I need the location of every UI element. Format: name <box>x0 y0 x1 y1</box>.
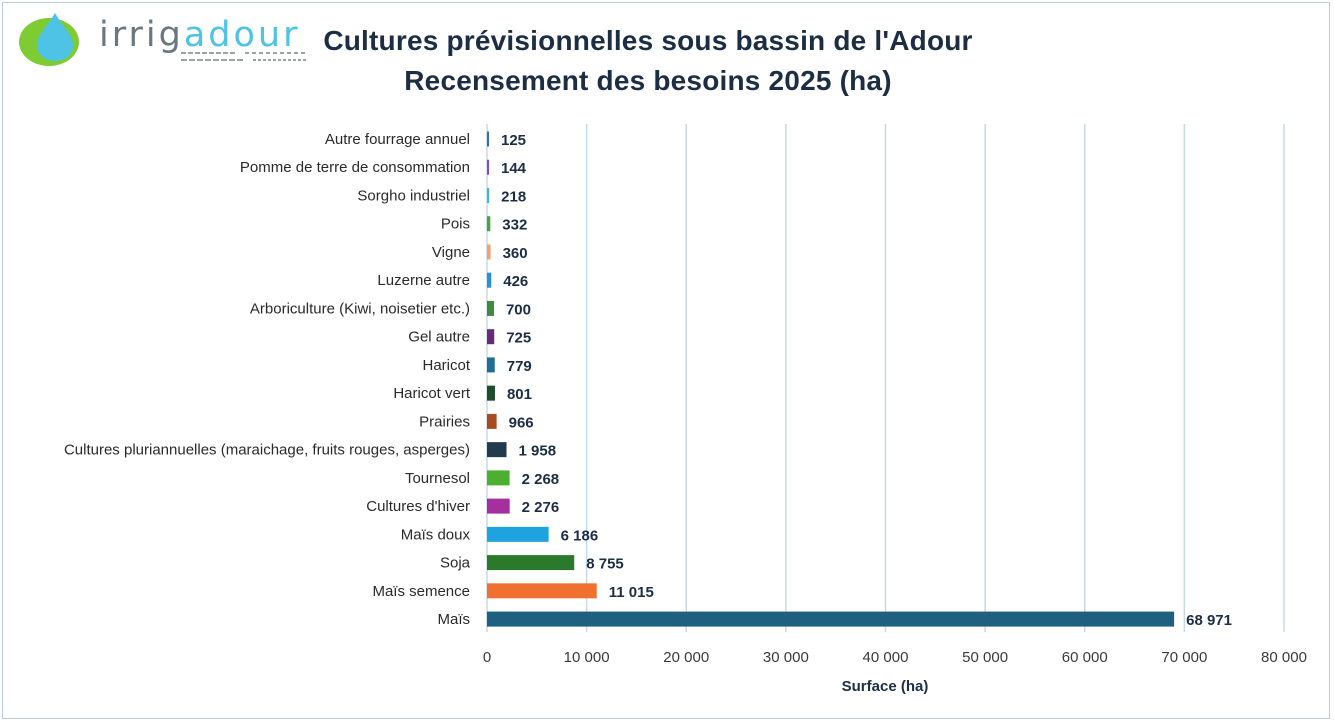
x-tick-label-4: 40 000 <box>863 649 909 666</box>
category-label-13: Cultures d'hiver <box>366 498 470 515</box>
value-label-2: 218 <box>501 188 526 205</box>
logo-tagline-graphic <box>181 52 307 61</box>
category-label-9: Haricot vert <box>393 385 471 402</box>
bar-7 <box>487 329 495 345</box>
bar-6 <box>487 300 494 316</box>
value-label-16: 11 015 <box>609 584 654 601</box>
category-label-1: Pomme de terre de consommation <box>240 159 470 176</box>
category-label-10: Prairies <box>419 413 470 430</box>
logo-wordmark-part2: adour <box>183 15 301 55</box>
category-label-15: Soja <box>440 555 471 572</box>
bar-0 <box>487 131 489 147</box>
category-label-0: Autre fourrage annuel <box>325 131 470 148</box>
value-label-7: 725 <box>506 330 531 347</box>
chart-title-line2: Recensement des besoins 2025 (ha) <box>404 65 892 96</box>
category-label-7: Gel autre <box>408 329 470 346</box>
bar-5 <box>487 272 492 288</box>
x-axis-label: Surface (ha) <box>842 678 929 695</box>
value-label-9: 801 <box>507 386 532 403</box>
value-label-12: 2 268 <box>522 471 560 488</box>
bar-13 <box>487 498 510 514</box>
category-label-11: Cultures pluriannuelles (maraichage, fru… <box>64 442 470 459</box>
value-label-14: 6 186 <box>561 527 599 544</box>
chart-title: Cultures prévisionnelles sous bassin de … <box>303 21 993 101</box>
category-label-3: Pois <box>441 216 470 233</box>
irrigadour-logo: irrigadour <box>17 9 307 69</box>
category-label-4: Vigne <box>432 244 470 261</box>
x-tick-label-6: 60 000 <box>1062 649 1108 666</box>
value-label-5: 426 <box>503 273 528 290</box>
category-label-16: Maïs semence <box>372 583 470 600</box>
value-label-8: 779 <box>507 358 532 375</box>
x-tick-label-8: 80 000 <box>1261 649 1307 666</box>
bar-12 <box>487 470 510 486</box>
bar-8 <box>487 357 495 373</box>
logo-drop-icon <box>19 13 79 66</box>
bar-9 <box>487 385 495 401</box>
bar-3 <box>487 216 491 232</box>
category-label-14: Maïs doux <box>401 526 471 543</box>
x-tick-label-5: 50 000 <box>962 649 1008 666</box>
category-label-5: Luzerne autre <box>377 272 470 289</box>
chart-title-line1: Cultures prévisionnelles sous bassin de … <box>323 25 973 56</box>
x-tick-label-2: 20 000 <box>663 649 709 666</box>
x-tick-label-7: 70 000 <box>1161 649 1207 666</box>
value-label-3: 332 <box>502 217 527 234</box>
category-label-2: Sorgho industriel <box>357 187 470 204</box>
bar-2 <box>487 187 490 203</box>
bar-17 <box>487 611 1175 627</box>
logo-wordmark: irrigadour <box>99 15 301 55</box>
bar-16 <box>487 583 597 599</box>
value-label-11: 1 958 <box>519 443 557 460</box>
x-tick-label-1: 10 000 <box>564 649 610 666</box>
x-tick-label-3: 30 000 <box>763 649 809 666</box>
logo-wordmark-part1: irrig <box>99 15 184 55</box>
bar-4 <box>487 244 491 260</box>
category-label-8: Haricot <box>422 357 470 374</box>
value-label-17: 68 971 <box>1186 612 1232 629</box>
value-label-1: 144 <box>501 160 527 177</box>
value-label-10: 966 <box>509 414 534 431</box>
category-label-6: Arboriculture (Kiwi, noisetier etc.) <box>250 300 470 317</box>
bar-15 <box>487 555 575 571</box>
bar-14 <box>487 526 549 542</box>
value-label-4: 360 <box>503 245 528 262</box>
category-label-17: Maïs <box>437 611 470 628</box>
category-label-12: Tournesol <box>405 470 470 487</box>
x-tick-label-0: 0 <box>483 649 491 666</box>
value-label-15: 8 755 <box>586 556 624 573</box>
bar-1 <box>487 159 489 175</box>
value-label-6: 700 <box>506 301 531 318</box>
bar-10 <box>487 413 497 429</box>
bar-11 <box>487 442 507 458</box>
value-label-0: 125 <box>501 132 526 149</box>
value-label-13: 2 276 <box>522 499 560 516</box>
